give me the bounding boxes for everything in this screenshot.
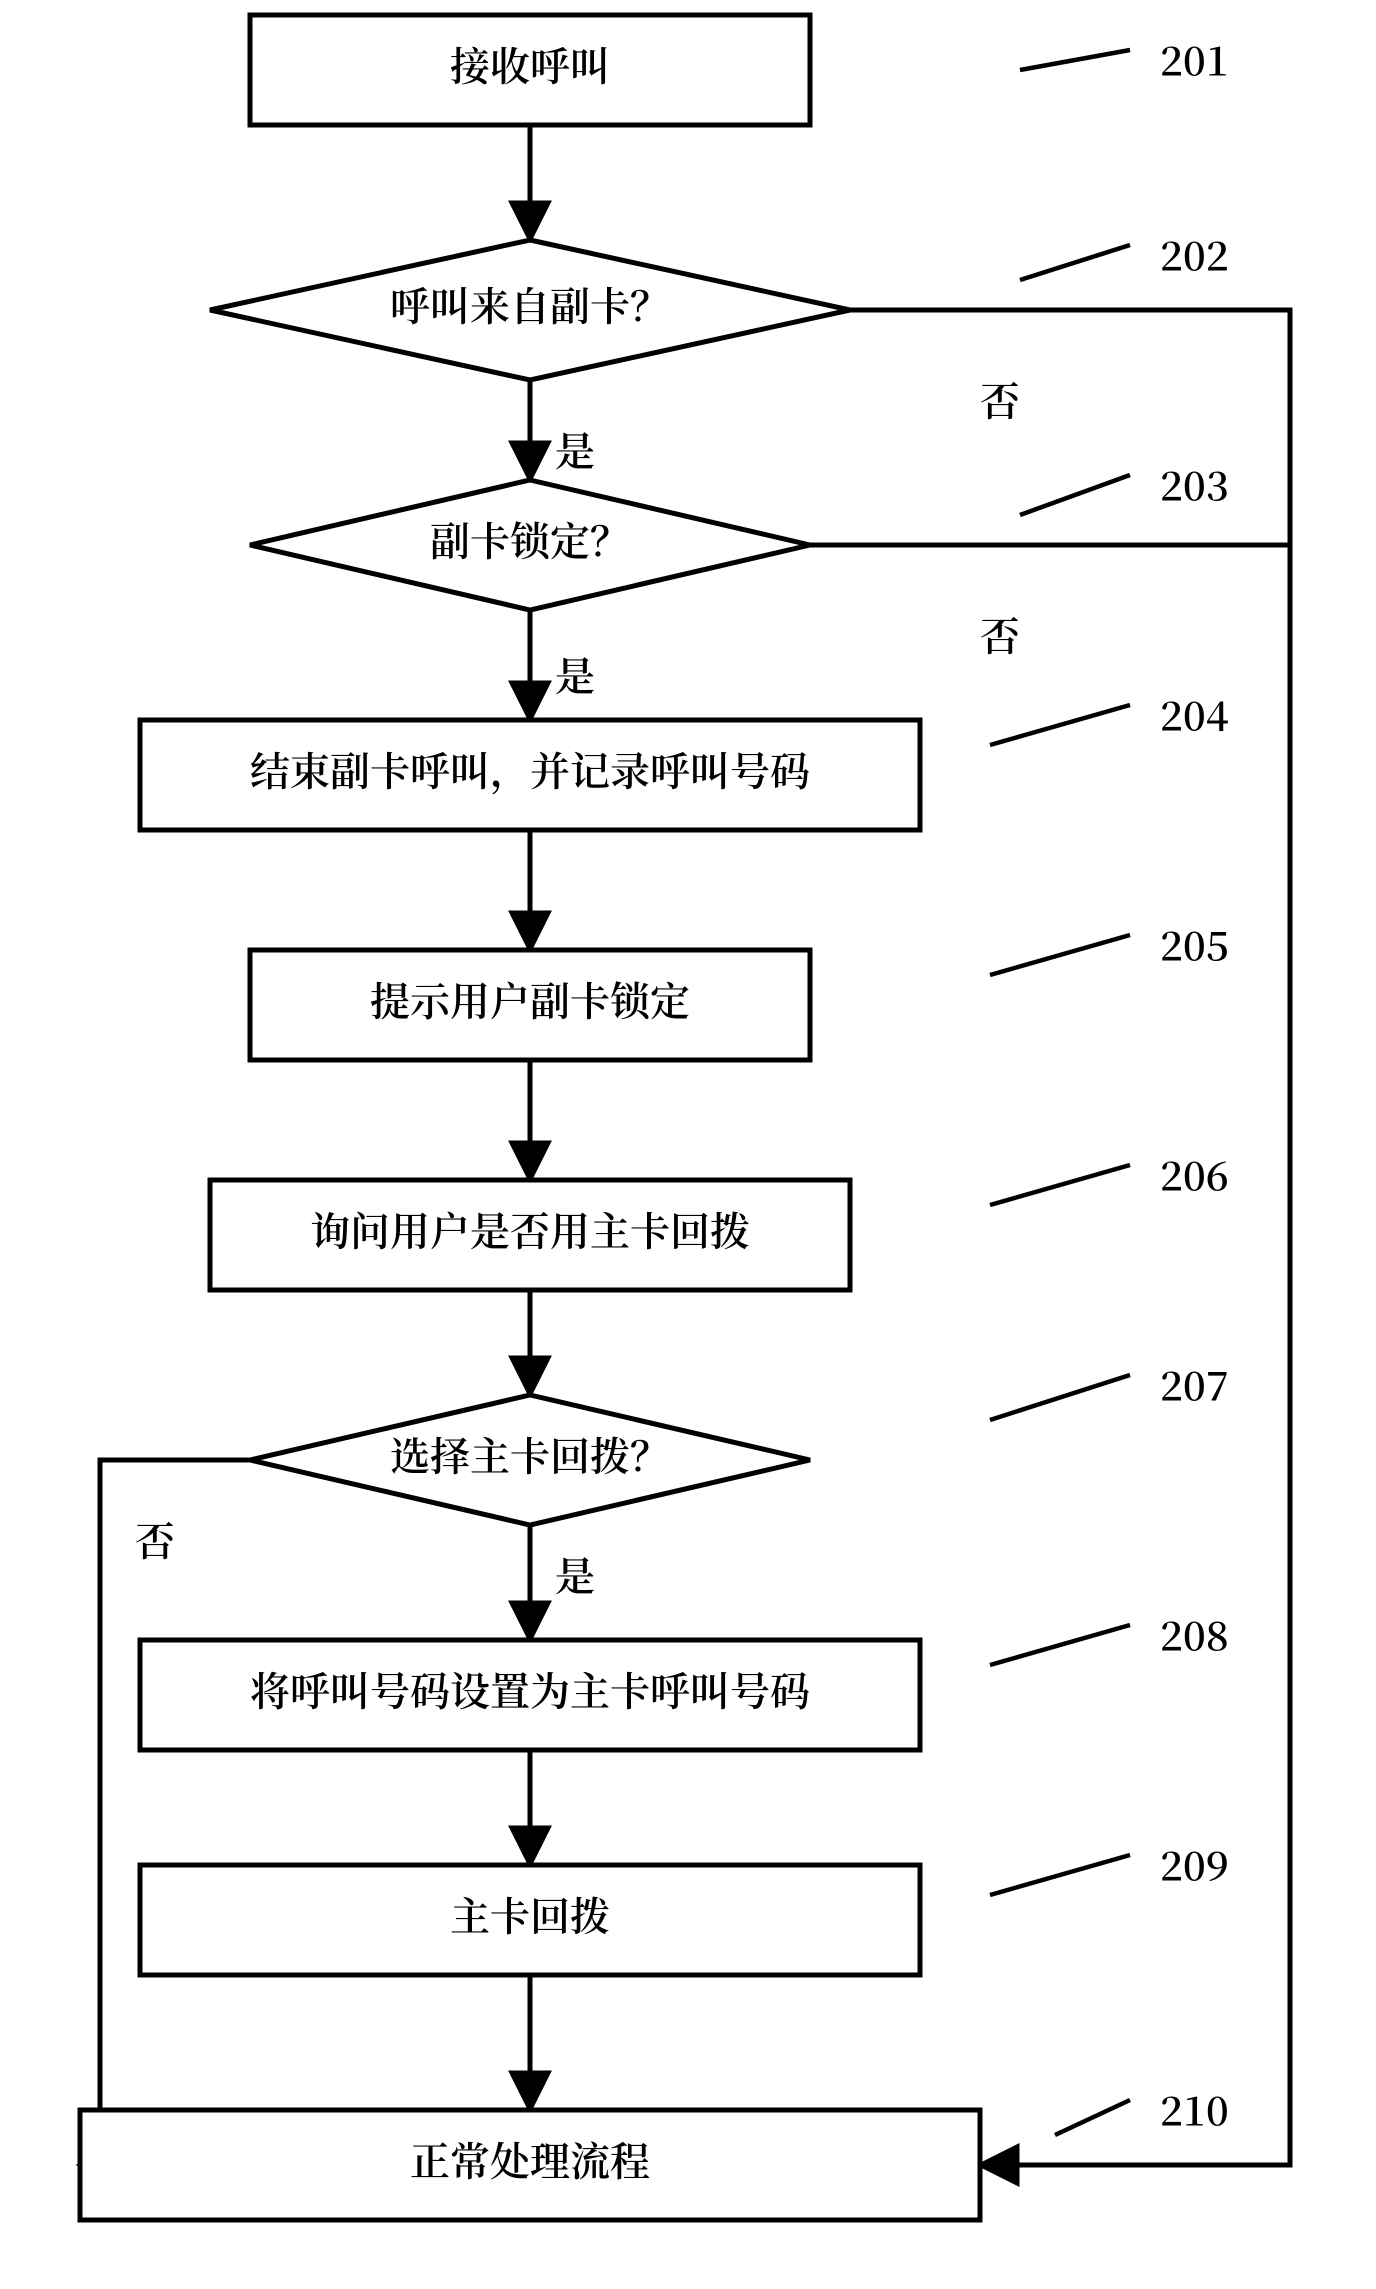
node-label: 将呼叫号码设置为主卡呼叫号码 <box>250 1660 810 1717</box>
step-callout <box>1020 50 1130 70</box>
step-number: 204 <box>1160 685 1229 742</box>
node-label: 提示用户副卡锁定 <box>370 970 690 1027</box>
step-callout <box>990 705 1130 745</box>
node-label: 选择主卡回拨？ <box>390 1425 670 1482</box>
step-callout <box>1020 245 1130 280</box>
step-callout <box>990 935 1130 975</box>
flow-node-207: 选择主卡回拨？ 207 <box>250 1355 1229 1525</box>
flow-node-204: 结束副卡呼叫，并记录呼叫号码 204 <box>140 685 1229 830</box>
step-number: 201 <box>1160 30 1229 87</box>
step-number: 207 <box>1160 1355 1229 1412</box>
step-callout <box>1055 2100 1130 2135</box>
flow-node-210: 正常处理流程 210 <box>80 2080 1229 2220</box>
nodes-group: 接收呼叫 201 呼叫来自副卡？ 202 副卡锁定？ 203 结束副卡呼叫，并记录呼叫号码 2… <box>80 15 1229 2220</box>
node-label: 接收呼叫 <box>450 35 610 92</box>
step-number: 205 <box>1160 915 1229 972</box>
edge-label: 是 <box>555 645 595 702</box>
edge-label: 是 <box>555 420 595 477</box>
edge-label: 否 <box>135 1510 175 1567</box>
flow-node-202: 呼叫来自副卡？ 202 <box>210 225 1229 380</box>
step-number: 208 <box>1160 1605 1229 1662</box>
step-number: 202 <box>1160 225 1229 282</box>
step-callout <box>990 1855 1130 1895</box>
edge-label: 否 <box>980 370 1020 427</box>
step-number: 206 <box>1160 1145 1229 1202</box>
flow-node-205: 提示用户副卡锁定 205 <box>250 915 1229 1060</box>
node-label: 呼叫来自副卡？ <box>390 275 670 332</box>
node-label: 副卡锁定？ <box>430 510 630 567</box>
edges-group: 是是是否否否 <box>80 50 1290 2165</box>
step-number: 203 <box>1160 455 1229 512</box>
step-number: 209 <box>1160 1835 1229 1892</box>
flow-node-208: 将呼叫号码设置为主卡呼叫号码 208 <box>140 1605 1229 1750</box>
edge-label: 否 <box>980 605 1020 662</box>
step-number: 210 <box>1160 2080 1229 2137</box>
flowchart-canvas: 是是是否否否接收呼叫201呼叫来自副卡？202副卡锁定？203结束副卡呼叫，并记… <box>0 0 1376 2289</box>
step-callout <box>990 1625 1130 1665</box>
flow-node-203: 副卡锁定？ 203 <box>250 455 1229 610</box>
node-label: 询问用户是否用主卡回拨 <box>310 1200 750 1257</box>
step-callout <box>990 1165 1130 1205</box>
step-callout <box>1020 475 1130 515</box>
flow-node-201: 接收呼叫 201 <box>250 15 1229 125</box>
node-label: 正常处理流程 <box>410 2130 650 2187</box>
node-label: 结束副卡呼叫，并记录呼叫号码 <box>250 740 810 797</box>
node-label: 主卡回拨 <box>450 1885 610 1942</box>
edge-label: 是 <box>555 1545 595 1602</box>
step-callout <box>990 1375 1130 1420</box>
flow-node-209: 主卡回拨 209 <box>140 1835 1229 1975</box>
flow-node-206: 询问用户是否用主卡回拨 206 <box>210 1145 1229 1290</box>
